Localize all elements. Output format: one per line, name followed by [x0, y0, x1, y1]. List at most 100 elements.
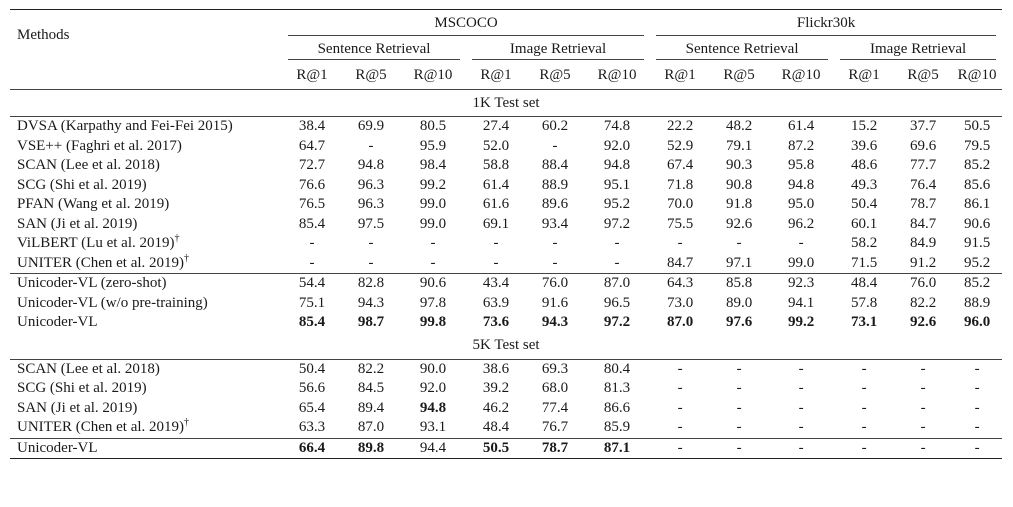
score-cell: 78.7 [526, 437, 584, 459]
score-cell: 50.5 [466, 437, 526, 459]
metric-header: R@5 [342, 61, 400, 90]
score-cell: 85.4 [298, 314, 326, 331]
score-cell: 99.2 [419, 176, 447, 193]
dagger-footnote-mark: † [174, 233, 180, 245]
method-label: VSE++ (Faghri et al. 2017) [17, 137, 182, 154]
score-cell: 97.2 [603, 314, 631, 331]
score-cell: 90.6 [963, 215, 991, 232]
method-name: SCAN (Lee et al. 2018) [10, 156, 282, 176]
score-cell: 96.0 [963, 314, 991, 331]
score-cell: - [920, 360, 926, 377]
score-cell: 69.9 [357, 118, 385, 135]
score-cell: - [920, 419, 926, 436]
method-name: Unicoder-VL (zero-shot) [10, 273, 282, 294]
score-cell: - [861, 419, 867, 436]
score-cell: 76.4 [909, 176, 937, 193]
score-cell: - [974, 419, 980, 436]
score-cell: - [920, 399, 926, 416]
score-cell: 63.9 [482, 294, 510, 311]
score-cell: 96.3 [357, 176, 385, 193]
score-cell: 95.9 [419, 137, 447, 154]
score-cell: - [368, 254, 374, 271]
score-cell: 84.7 [666, 254, 694, 271]
score-cell: - [677, 419, 683, 436]
results-table: Methods MSCOCO Flickr30k Sentence Retrie… [10, 9, 1003, 459]
score-cell: 96.3 [357, 196, 385, 213]
score-cell: 89.8 [342, 437, 400, 459]
table-row: SAN (Ji et al. 2019) 85.4 97.5 99.0 69.1 93.4… [10, 215, 1002, 235]
score-cell: 99.8 [419, 314, 447, 331]
score-cell: 38.4 [298, 118, 326, 135]
score-cell: - [677, 380, 683, 397]
score-cell: 68.0 [541, 380, 569, 397]
methods-header: Methods [10, 9, 282, 61]
method-label: ViLBERT (Lu et al. 2019) [17, 235, 175, 252]
task-header: Image Retrieval [834, 37, 1002, 61]
metric-header: R@1 [282, 61, 342, 90]
score-cell: - [614, 254, 620, 271]
score-cell: - [861, 380, 867, 397]
table-row: Unicoder-VL 85.4 98.7 99.8 73.6 94.3 97.2 87.0 9… [10, 313, 1002, 333]
score-cell: 63.3 [298, 419, 326, 436]
section-title: 1K Test set [10, 89, 1003, 117]
method-name: SCG (Shi et al. 2019) [10, 379, 282, 399]
score-cell: - [974, 399, 980, 416]
score-cell: 99.0 [787, 254, 815, 271]
score-cell: 82.2 [357, 360, 385, 377]
table-row: SCG (Shi et al. 2019) 56.6 84.5 92.0 39.2 68.… [10, 379, 1002, 399]
dagger-footnote-mark: † [184, 252, 190, 264]
table-row: Unicoder-VL (zero-shot) 54.4 82.8 90.6 43.4 7… [10, 273, 1003, 294]
score-cell: 52.9 [666, 137, 694, 154]
score-cell: 89.0 [725, 294, 753, 311]
table-row: Unicoder-VL (w/o pre-training) 75.1 94.3 97… [10, 294, 1002, 314]
score-cell: - [552, 254, 558, 271]
score-cell: 84.9 [909, 235, 937, 252]
method-name: SCG (Shi et al. 2019) [10, 176, 282, 196]
score-cell: 43.4 [466, 273, 526, 294]
score-cell: - [768, 437, 835, 459]
method-name: UNITER (Chen et al. 2019)† [10, 418, 282, 438]
score-cell: 91.6 [541, 294, 569, 311]
score-cell: 99.0 [419, 215, 447, 232]
score-cell: 94.8 [603, 157, 631, 174]
score-cell: - [861, 399, 867, 416]
score-cell: 94.4 [400, 437, 466, 459]
dataset-header-mscoco: MSCOCO [282, 9, 651, 37]
score-cell: - [798, 235, 804, 252]
table-row: Unicoder-VL 66.4 89.8 94.4 50.5 78.7 87.1- - - - -… [10, 437, 1003, 459]
score-cell: - [736, 235, 742, 252]
score-cell: 90.8 [725, 176, 753, 193]
score-cell: - [861, 360, 867, 377]
score-cell: 65.4 [298, 399, 326, 416]
score-cell: 85.4 [298, 215, 326, 232]
score-cell: 91.2 [909, 254, 937, 271]
score-cell: 88.4 [541, 157, 569, 174]
score-cell: 89.4 [357, 399, 385, 416]
score-cell: 85.2 [963, 157, 991, 174]
method-label: Unicoder-VL (w/o pre-training) [17, 294, 208, 311]
score-cell: 71.8 [666, 176, 694, 193]
score-cell: - [430, 254, 436, 271]
score-cell: 77.7 [909, 157, 937, 174]
method-name: Unicoder-VL (w/o pre-training) [10, 294, 282, 314]
score-cell: - [736, 419, 742, 436]
score-cell: 80.4 [603, 360, 631, 377]
table-row: PFAN (Wang et al. 2019) 76.5 96.3 99.0 61.6 8… [10, 195, 1002, 215]
methods-header-spacer [10, 61, 282, 90]
method-name: SCAN (Lee et al. 2018) [10, 359, 282, 379]
score-cell: 78.7 [909, 196, 937, 213]
score-cell: 85.8 [710, 273, 769, 294]
score-cell: - [309, 254, 315, 271]
score-cell: - [952, 437, 1003, 459]
table-row: UNITER (Chen et al. 2019)† - - - - - - 84.7 97.1… [10, 252, 1002, 274]
method-label: SCG (Shi et al. 2019) [17, 176, 147, 193]
score-cell: - [493, 235, 499, 252]
score-cell: - [614, 235, 620, 252]
method-name: UNITER (Chen et al. 2019)† [10, 252, 282, 274]
score-cell: - [974, 380, 980, 397]
metric-header: R@1 [834, 61, 895, 90]
score-cell: - [677, 399, 683, 416]
score-cell: 95.1 [603, 176, 631, 193]
method-name: VSE++ (Faghri et al. 2017) [10, 137, 282, 157]
score-cell: 89.6 [541, 196, 569, 213]
